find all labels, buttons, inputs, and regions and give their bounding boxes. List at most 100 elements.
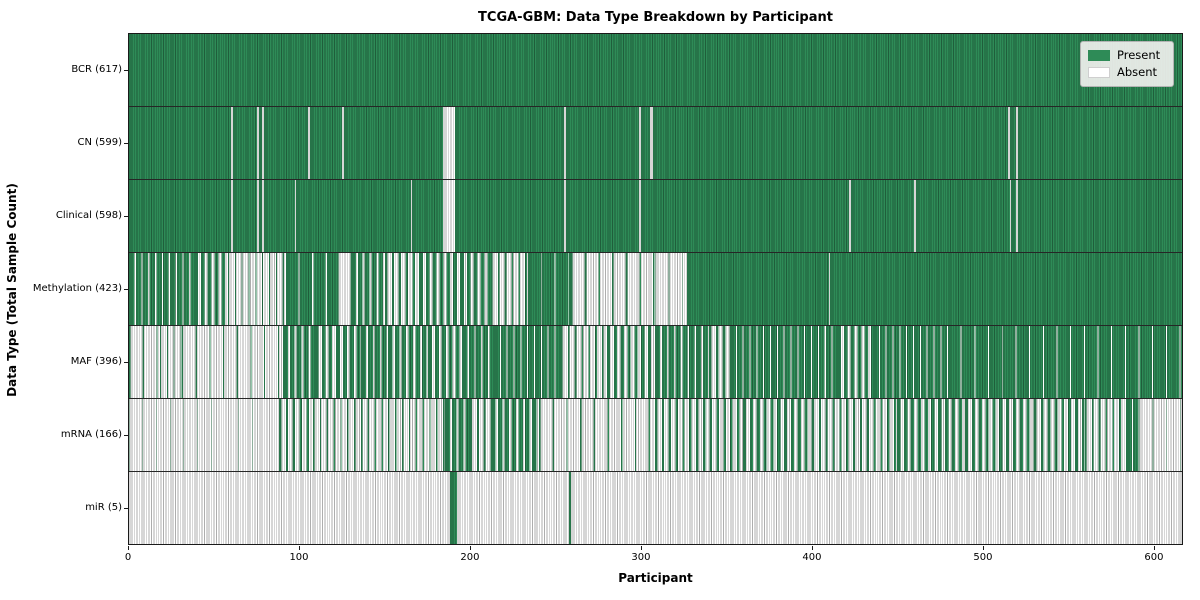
- legend-present-label: Present: [1117, 48, 1161, 62]
- absent-cells: [538, 399, 655, 471]
- present-cells: [309, 107, 343, 179]
- absent-cells: [262, 180, 264, 252]
- y-tick-mark: [124, 142, 128, 144]
- absent-cells: [456, 472, 570, 544]
- present-cells: [850, 180, 915, 252]
- heatmap-row-methylation: [129, 252, 1182, 325]
- present-cells: [258, 180, 263, 252]
- x-tick-mark: [128, 546, 129, 550]
- chart-title: TCGA-GBM: Data Type Breakdown by Partici…: [478, 10, 833, 25]
- absent-cells: [159, 326, 182, 398]
- present-cells: [193, 253, 228, 325]
- present-cells: [654, 326, 710, 398]
- x-tick-label-100: 100: [289, 552, 309, 563]
- present-cells: [282, 326, 316, 398]
- absent-cells: [606, 326, 655, 398]
- absent-swatch-icon: [1088, 67, 1110, 78]
- present-cells: [454, 180, 565, 252]
- present-cells: [915, 180, 1010, 252]
- heatmap-row-clinical: [129, 179, 1182, 252]
- present-cells: [494, 326, 561, 398]
- legend: Present Absent: [1080, 41, 1174, 87]
- absent-cells: [965, 399, 1034, 471]
- present-cells: [528, 253, 571, 325]
- absent-cells: [1016, 180, 1019, 252]
- present-cells: [1125, 399, 1140, 471]
- present-cells: [569, 472, 572, 544]
- x-tick-label-300: 300: [631, 552, 651, 563]
- y-tick-mark: [124, 435, 128, 437]
- absent-cells: [227, 253, 286, 325]
- absent-cells: [470, 399, 491, 471]
- present-cells: [830, 253, 1182, 325]
- present-cells: [344, 107, 444, 179]
- present-cells: [444, 399, 471, 471]
- present-cells: [129, 253, 194, 325]
- present-swatch-icon: [1088, 50, 1110, 61]
- absent-cells: [1009, 180, 1012, 252]
- present-cells: [233, 107, 257, 179]
- x-tick-mark: [982, 546, 984, 550]
- present-cells: [388, 326, 428, 398]
- legend-entry-absent: Absent: [1088, 64, 1165, 81]
- present-cells: [640, 180, 850, 252]
- x-tick-label-200: 200: [460, 552, 480, 563]
- present-cells: [233, 180, 257, 252]
- heatmap-row-maf: [129, 325, 1182, 398]
- present-cells: [565, 180, 640, 252]
- x-tick-mark: [298, 546, 300, 550]
- present-cells: [350, 253, 385, 325]
- x-tick-label-400: 400: [802, 552, 822, 563]
- present-cells: [1009, 107, 1017, 179]
- present-cells: [454, 107, 565, 179]
- absent-cells: [654, 399, 744, 471]
- y-tick-mark: [124, 69, 128, 71]
- y-tick-label-mir: miR (5): [85, 502, 122, 514]
- absent-cells: [342, 107, 345, 179]
- absent-cells: [1084, 399, 1126, 471]
- x-tick-label-0: 0: [124, 552, 132, 563]
- present-cells: [652, 107, 1008, 179]
- present-cells: [1018, 180, 1182, 252]
- absent-cells: [571, 253, 655, 325]
- absent-cells: [811, 399, 897, 471]
- absent-cells: [294, 180, 297, 252]
- absent-cells: [279, 399, 314, 471]
- x-tick-mark: [1153, 546, 1155, 550]
- legend-absent-label: Absent: [1117, 65, 1158, 79]
- absent-cells: [571, 472, 1182, 544]
- absent-cells: [313, 399, 445, 471]
- absent-cells: [649, 107, 653, 179]
- present-cells: [449, 472, 457, 544]
- present-cells: [565, 107, 640, 179]
- absent-cells: [410, 180, 413, 252]
- heatmap-row-bcr: [129, 34, 1182, 106]
- x-tick-mark: [811, 546, 813, 550]
- absent-cells: [256, 107, 259, 179]
- present-cells: [729, 326, 838, 398]
- y-tick-label-maf: MAF (396): [70, 356, 122, 368]
- present-cells: [490, 399, 539, 471]
- present-cells: [873, 326, 949, 398]
- absent-cells: [337, 253, 351, 325]
- absent-cells: [231, 107, 234, 179]
- x-tick-mark: [469, 546, 471, 550]
- absent-cells: [384, 253, 420, 325]
- present-cells: [263, 180, 295, 252]
- absent-cells: [564, 180, 566, 252]
- present-cells: [640, 107, 650, 179]
- x-tick-mark: [640, 546, 642, 550]
- y-tick-mark: [124, 508, 128, 510]
- present-cells: [461, 326, 495, 398]
- present-cells: [258, 107, 263, 179]
- heatmap-row-mrna: [129, 398, 1182, 471]
- y-tick-label-mrna: mRNA (166): [60, 429, 122, 441]
- present-cells: [948, 326, 1182, 398]
- y-tick-label-methylation: Methylation (423): [32, 283, 122, 294]
- present-cells: [129, 34, 1182, 106]
- present-cells: [129, 180, 232, 252]
- y-tick-mark: [124, 215, 128, 217]
- present-cells: [687, 253, 829, 325]
- x-tick-label-600: 600: [1144, 552, 1164, 563]
- absent-cells: [1033, 399, 1085, 471]
